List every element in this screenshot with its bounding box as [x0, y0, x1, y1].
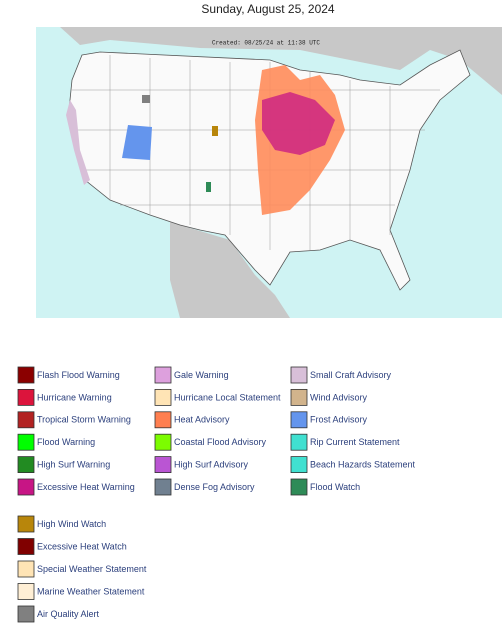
map: Created: 08/25/24 at 11:38 UTC	[36, 27, 502, 318]
created-label: Created: 08/25/24 at 11:38 UTC	[212, 40, 320, 47]
legend-label: High Surf Warning	[37, 459, 110, 469]
legend-label: High Wind Watch	[37, 519, 106, 529]
legend-label: Special Weather Statement	[37, 564, 147, 574]
mexico	[170, 222, 290, 318]
legend-swatch	[17, 366, 35, 384]
legend-swatch	[17, 538, 35, 555]
canada	[36, 27, 502, 95]
legend-swatch	[154, 411, 172, 429]
legend-swatch	[17, 605, 35, 623]
legend-swatch	[154, 456, 172, 474]
legend-swatch	[290, 456, 308, 474]
legend-swatch	[17, 515, 35, 533]
legend-swatch	[154, 478, 172, 496]
legend-swatch	[17, 411, 35, 429]
legend-label: Coastal Flood Advisory	[174, 437, 267, 447]
legend-label: Excessive Heat Watch	[37, 541, 127, 551]
legend-swatch	[290, 433, 308, 451]
legend-label: Small Craft Advisory	[310, 370, 392, 380]
legend-label: Excessive Heat Warning	[37, 482, 135, 492]
legend-swatch	[17, 583, 35, 600]
small-craft-area	[66, 100, 90, 185]
legend-swatch	[154, 433, 172, 451]
legend-label: Frost Advisory	[310, 415, 368, 425]
legend-label: Marine Weather Statement	[37, 586, 145, 596]
legend-label: Hurricane Local Statement	[174, 392, 281, 402]
legend-label: Rip Current Statement	[310, 437, 400, 447]
legend-swatch	[17, 478, 35, 496]
legend-swatch	[290, 388, 308, 406]
excessive-heat-area	[262, 92, 335, 155]
legend-swatch	[154, 366, 172, 384]
legend-swatch	[290, 411, 308, 429]
air-quality-area	[142, 95, 150, 103]
high-wind-area	[212, 126, 218, 136]
legend-swatch	[17, 560, 35, 578]
legend-label: Flood Warning	[37, 437, 95, 447]
legend-swatch	[17, 388, 35, 406]
legend-label: Tropical Storm Warning	[37, 415, 131, 425]
legend-label: Hurricane Warning	[37, 392, 112, 402]
legend-swatch	[17, 433, 35, 451]
legend-label: Air Quality Alert	[37, 609, 100, 619]
flood-watch-area	[206, 182, 211, 192]
legend-label: Flash Flood Warning	[37, 370, 120, 380]
legend-label: Beach Hazards Statement	[310, 459, 416, 469]
legend-swatch	[17, 456, 35, 474]
legend-swatch	[290, 478, 308, 496]
legend: Flash Flood Warning Hurricane Warning Trop…	[17, 366, 416, 623]
legend-label: Flood Watch	[310, 482, 360, 492]
legend-swatch	[154, 388, 172, 406]
legend-swatch	[290, 366, 308, 384]
frost-advisory-area	[122, 125, 152, 160]
legend-label: Dense Fog Advisory	[174, 482, 255, 492]
legend-label: Gale Warning	[174, 370, 229, 380]
legend-label: Heat Advisory	[174, 415, 230, 425]
legend-label: High Surf Advisory	[174, 459, 249, 469]
title: Sunday, August 25, 2024	[201, 2, 335, 16]
legend-label: Wind Advisory	[310, 392, 368, 402]
